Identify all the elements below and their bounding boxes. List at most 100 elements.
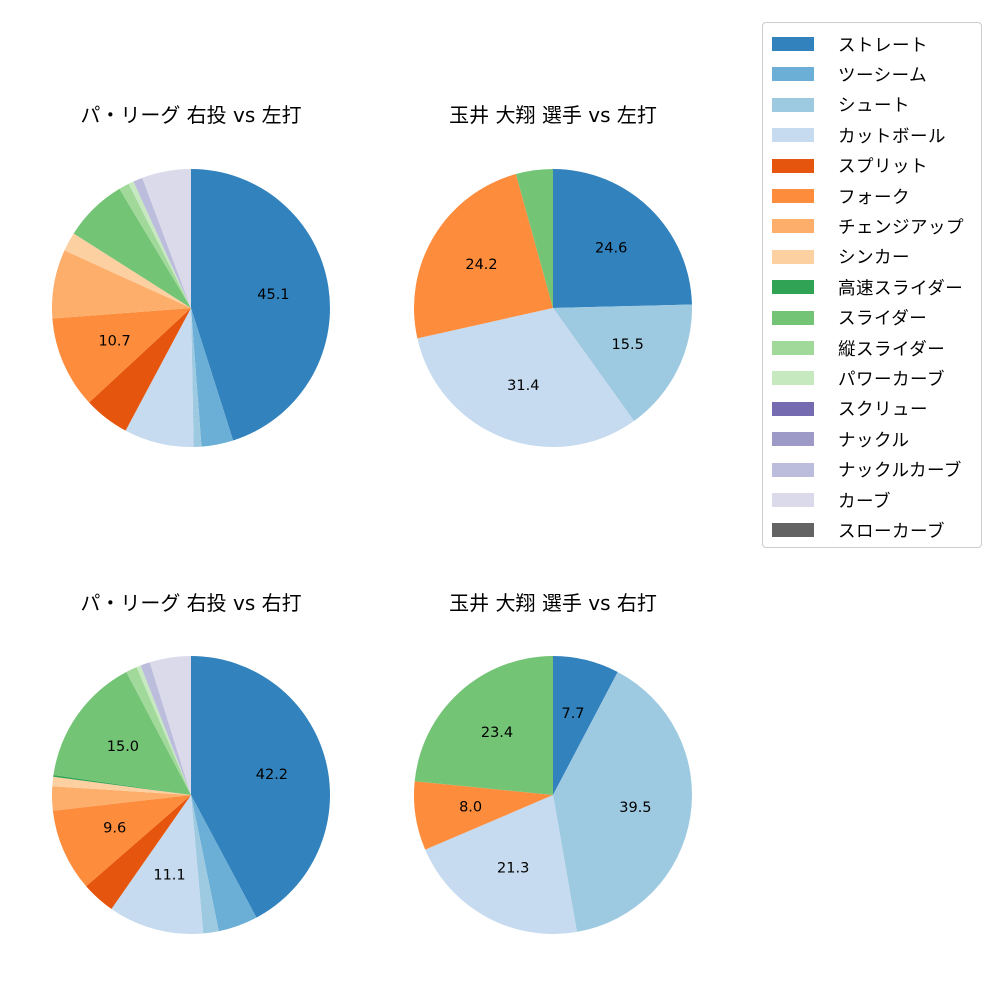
pie-slice: [53, 671, 192, 795]
legend-label: 縦スライダー: [838, 339, 946, 360]
legend-label: ストレート: [838, 35, 928, 56]
pie-slice: [191, 656, 331, 918]
legend-label: シュート: [838, 96, 910, 117]
legend-item: シンカー: [772, 245, 910, 269]
slice-value-label: 39.5: [619, 800, 651, 816]
pie-slice: [191, 169, 330, 441]
pie-slice: [414, 174, 553, 339]
slice-value-label: 24.6: [595, 240, 627, 256]
panel-title: 玉井 大翔 選手 vs 左打: [449, 103, 657, 127]
legend-item: パワーカーブ: [772, 366, 945, 390]
slice-value-label: 10.7: [98, 333, 130, 349]
legend-swatch: [772, 310, 814, 325]
legend-item: ナックル: [772, 427, 909, 451]
panel-title: 玉井 大翔 選手 vs 右打: [449, 591, 657, 615]
pie-slice: [126, 667, 191, 795]
legend-label: カットボール: [838, 126, 946, 147]
pie-slice: [191, 308, 202, 447]
slice-value-label: 7.7: [561, 706, 584, 722]
legend-item: ストレート: [772, 32, 928, 56]
legend-item: カーブ: [772, 488, 891, 512]
legend-item: スライダー: [772, 306, 927, 330]
pie-slice: [111, 795, 204, 934]
legend-label: パワーカーブ: [838, 369, 945, 390]
pie-panel-player-vs-right: 玉井 大翔 選手 vs 右打 7.7 39.5 21.3 8.0 23.4: [383, 588, 723, 988]
slice-value-label: 45.1: [257, 287, 289, 303]
legend-swatch: [772, 37, 814, 51]
pie-slice: [136, 665, 191, 795]
slice-value-label: 42.2: [256, 767, 288, 783]
legend-label: 高速スライダー: [838, 278, 964, 299]
slice-value-label: 21.3: [497, 860, 529, 876]
pie-slice: [51, 250, 191, 319]
legend-swatch: [772, 371, 814, 386]
pie-slice: [73, 188, 191, 308]
legend-item: カットボール: [772, 123, 946, 147]
pie-panel-league-vs-right: パ・リーグ 右投 vs 右打 42.2 11.1 9.6 15.0: [21, 588, 361, 988]
legend-swatch: [772, 158, 814, 173]
legend-label: スプリット: [838, 157, 928, 178]
legend-swatch: [772, 249, 814, 264]
pie-slice: [553, 304, 693, 421]
legend-label: フォーク: [838, 187, 910, 208]
pie-slice: [133, 177, 191, 308]
legend-item: 高速スライダー: [772, 275, 963, 299]
legend-swatch: [772, 432, 814, 447]
pie-slice: [89, 308, 191, 431]
legend-label: シンカー: [838, 248, 910, 269]
pie-slice: [119, 183, 191, 308]
pie-slice: [414, 656, 553, 795]
legend-label: ナックル: [838, 430, 910, 451]
pie-slice: [553, 169, 692, 308]
legend-swatch: [772, 401, 814, 416]
legend-swatch: [772, 462, 814, 477]
pie-slice: [149, 656, 191, 795]
slice-value-label: 15.5: [612, 337, 644, 353]
pie-panel-player-vs-left: 玉井 大翔 選手 vs 左打 24.6 15.5 31.4 24.2: [383, 100, 723, 500]
legend-item: ナックルカーブ: [772, 458, 962, 482]
pie-slice: [553, 671, 693, 932]
panel-title: パ・リーグ 右投 vs 左打: [80, 103, 302, 127]
legend: ストレートツーシームシュートカットボール スプリットフォークチェンジアップ シンカー…: [762, 22, 982, 548]
legend-swatch: [772, 189, 814, 203]
legend-label: スローカーブ: [838, 521, 945, 542]
legend-swatch: [772, 128, 814, 143]
legend-label: ツーシーム: [838, 65, 928, 86]
pie-slice: [413, 781, 553, 850]
legend-item: ツーシーム: [772, 62, 927, 86]
legend-swatch: [772, 219, 814, 234]
slice-value-label: 11.1: [153, 868, 185, 884]
pie-chart: 42.2 11.1 9.6 15.0: [51, 656, 331, 934]
slice-value-label: 9.6: [103, 821, 126, 837]
pie-slice: [86, 795, 191, 909]
slice-value-label: 24.2: [465, 257, 497, 273]
pie-slice: [52, 795, 191, 887]
legend-swatch: [772, 280, 814, 295]
legend-label: カーブ: [838, 491, 891, 512]
legend-swatch: [772, 97, 814, 112]
legend-item: シュート: [772, 93, 910, 117]
pie-slice: [417, 308, 634, 447]
pie-chart: 7.7 39.5 21.3 8.0 23.4: [413, 656, 693, 935]
legend-swatch: [772, 67, 814, 82]
legend-swatch: [772, 493, 814, 507]
pie-slice: [425, 795, 577, 935]
panel-title: パ・リーグ 右投 vs 右打: [80, 591, 302, 615]
pie-slice: [53, 774, 192, 795]
slice-value-label: 31.4: [507, 378, 539, 394]
pie-slice: [140, 662, 191, 795]
pie-slice: [64, 233, 191, 308]
pie-slice: [128, 181, 191, 308]
pie-slice: [52, 776, 191, 795]
legend-label: チェンジアップ: [838, 217, 964, 238]
legend-item: スローカーブ: [772, 518, 945, 542]
slice-value-label: 8.0: [459, 800, 482, 816]
pie-slice: [52, 308, 191, 403]
legend-swatch: [772, 523, 814, 538]
pie-slice: [191, 308, 234, 447]
legend-item: フォーク: [772, 184, 910, 208]
pie-slice: [553, 656, 618, 795]
slice-value-label: 15.0: [107, 739, 139, 755]
pie-slice: [125, 308, 194, 448]
pie-chart: 45.1 10.7: [51, 169, 330, 448]
